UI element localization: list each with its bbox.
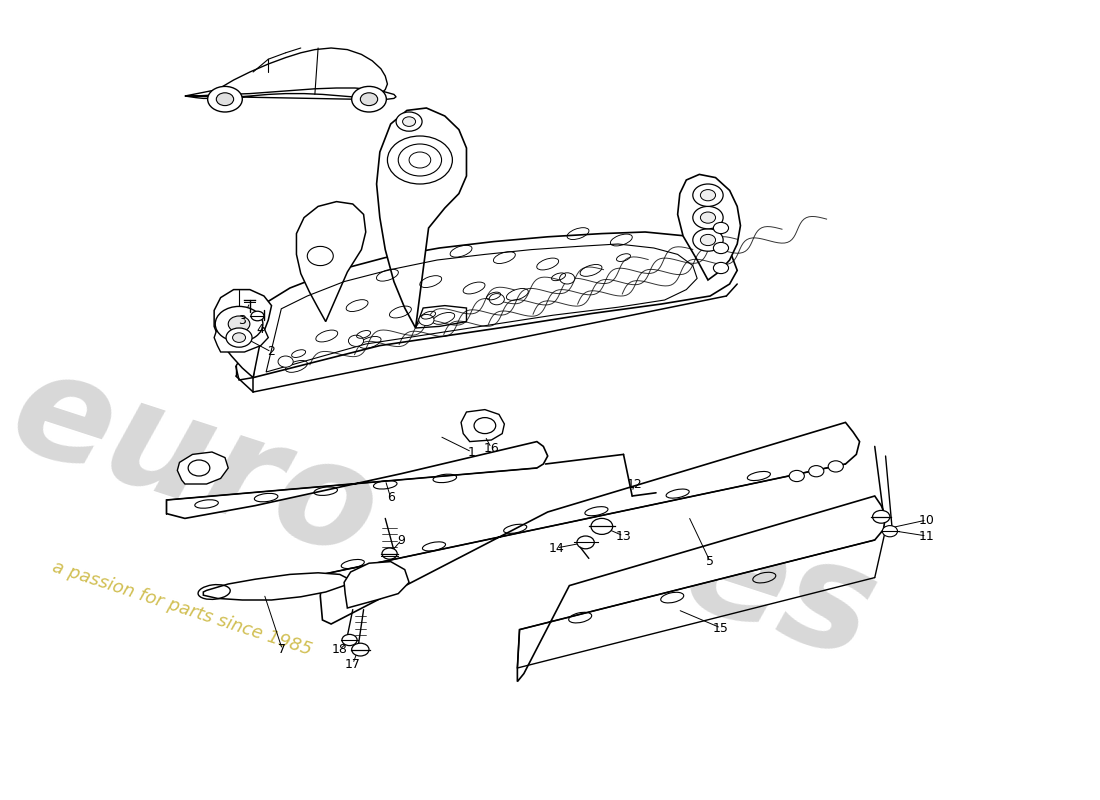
Text: 18: 18: [332, 643, 348, 656]
Text: 1: 1: [468, 446, 476, 458]
Polygon shape: [678, 174, 740, 280]
Circle shape: [278, 356, 294, 367]
Circle shape: [387, 136, 452, 184]
Circle shape: [490, 294, 505, 305]
Circle shape: [382, 548, 397, 559]
Circle shape: [474, 418, 496, 434]
Circle shape: [307, 246, 333, 266]
Circle shape: [352, 86, 386, 112]
Text: 15: 15: [713, 622, 729, 634]
Circle shape: [352, 643, 368, 656]
Polygon shape: [214, 290, 272, 378]
Polygon shape: [297, 202, 366, 322]
Polygon shape: [214, 322, 268, 352]
Circle shape: [560, 273, 575, 284]
Circle shape: [591, 518, 613, 534]
Circle shape: [419, 314, 435, 326]
Text: 3: 3: [239, 314, 246, 326]
Circle shape: [701, 212, 716, 223]
Circle shape: [217, 93, 233, 106]
Polygon shape: [253, 232, 737, 378]
Text: 13: 13: [616, 530, 631, 542]
Circle shape: [882, 526, 898, 537]
Circle shape: [188, 460, 210, 476]
Text: a passion for parts since 1985: a passion for parts since 1985: [50, 558, 314, 658]
Circle shape: [228, 316, 250, 332]
Circle shape: [396, 112, 422, 131]
Circle shape: [789, 470, 804, 482]
Polygon shape: [166, 442, 548, 518]
Text: 12: 12: [627, 478, 642, 490]
Circle shape: [216, 306, 263, 342]
Circle shape: [808, 466, 824, 477]
Circle shape: [693, 184, 723, 206]
Polygon shape: [320, 422, 859, 624]
Polygon shape: [344, 562, 409, 608]
Text: 2: 2: [267, 346, 275, 358]
Polygon shape: [461, 410, 505, 442]
Circle shape: [232, 333, 245, 342]
Text: 5: 5: [706, 555, 714, 568]
Text: 14: 14: [549, 542, 564, 554]
Text: euro: euro: [0, 339, 396, 589]
Circle shape: [409, 152, 431, 168]
Text: 9: 9: [397, 534, 406, 546]
Circle shape: [693, 206, 723, 229]
Polygon shape: [416, 306, 466, 328]
Circle shape: [398, 144, 441, 176]
Polygon shape: [204, 573, 351, 600]
Circle shape: [693, 229, 723, 251]
Circle shape: [227, 328, 252, 347]
Polygon shape: [235, 346, 272, 380]
Polygon shape: [177, 452, 228, 484]
Text: 16: 16: [484, 442, 499, 454]
Text: 17: 17: [344, 658, 361, 670]
Text: 4: 4: [256, 323, 265, 336]
Polygon shape: [517, 496, 886, 682]
Polygon shape: [185, 48, 396, 99]
Circle shape: [251, 311, 264, 321]
Circle shape: [349, 335, 364, 346]
Circle shape: [342, 634, 358, 646]
Circle shape: [403, 117, 416, 126]
Text: es: es: [667, 494, 893, 690]
Polygon shape: [376, 108, 466, 328]
Circle shape: [701, 190, 716, 201]
Circle shape: [714, 222, 728, 234]
Circle shape: [828, 461, 844, 472]
Text: 10: 10: [918, 514, 935, 526]
Circle shape: [701, 234, 716, 246]
Text: 11: 11: [918, 530, 935, 542]
Circle shape: [714, 262, 728, 274]
Circle shape: [714, 242, 728, 254]
Circle shape: [872, 510, 890, 523]
Text: 7: 7: [278, 643, 286, 656]
Circle shape: [361, 93, 377, 106]
Circle shape: [208, 86, 242, 112]
Text: 6: 6: [387, 491, 395, 504]
Circle shape: [576, 536, 594, 549]
